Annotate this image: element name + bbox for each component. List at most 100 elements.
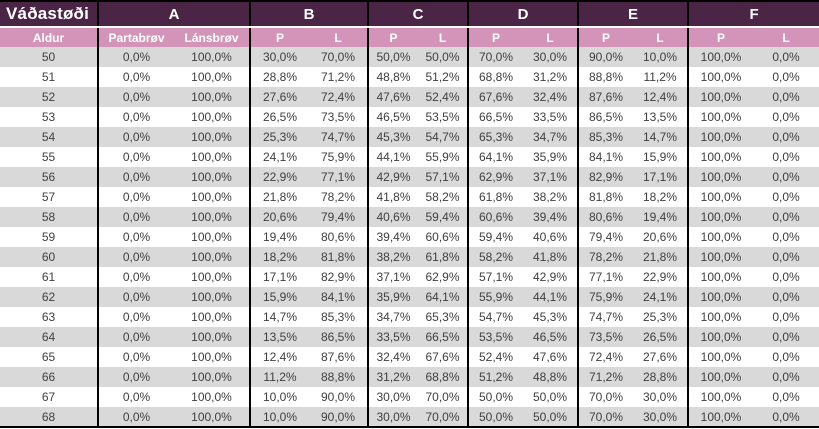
value-cell: 100,0% xyxy=(174,407,250,428)
value-cell: 59,4% xyxy=(418,207,468,227)
table-row: 67 0,0% 100,0% 10,0% 90,0% 30,0% 70,0% 50,0% 50,… xyxy=(0,387,819,407)
value-cell: 0,0% xyxy=(753,67,819,87)
value-cell: 47,6% xyxy=(523,347,578,367)
value-cell: 0,0% xyxy=(97,247,174,267)
group-header-a: A xyxy=(97,0,250,28)
value-cell: 38,2% xyxy=(367,247,418,267)
age-cell: 57 xyxy=(0,187,98,207)
value-cell: 70,0% xyxy=(577,387,633,407)
value-cell: 78,2% xyxy=(309,187,368,207)
value-cell: 0,0% xyxy=(753,187,819,207)
value-cell: 51,2% xyxy=(418,67,468,87)
value-cell: 0,0% xyxy=(753,107,819,127)
table-row: 57 0,0% 100,0% 21,8% 78,2% 41,8% 58,2% 61,8% 38,… xyxy=(0,187,819,207)
value-cell: 58,2% xyxy=(467,247,523,267)
value-cell: 82,9% xyxy=(577,167,633,187)
value-cell: 81,8% xyxy=(577,187,633,207)
value-cell: 0,0% xyxy=(97,367,174,387)
value-cell: 68,8% xyxy=(467,67,523,87)
value-cell: 35,9% xyxy=(523,147,578,167)
value-cell: 100,0% xyxy=(174,47,250,67)
table-row: 58 0,0% 100,0% 20,6% 79,4% 40,6% 59,4% 60,6% 39,… xyxy=(0,207,819,227)
table-row: 68 0,0% 100,0% 10,0% 90,0% 30,0% 70,0% 50,0% 50,… xyxy=(0,407,819,428)
value-cell: 80,6% xyxy=(577,207,633,227)
value-cell: 10,0% xyxy=(249,387,309,407)
value-cell: 26,5% xyxy=(633,327,689,347)
table-row: 54 0,0% 100,0% 25,3% 74,7% 45,3% 54,7% 65,3% 34,… xyxy=(0,127,819,147)
value-cell: 0,0% xyxy=(753,347,819,367)
value-cell: 100,0% xyxy=(687,387,754,407)
value-cell: 100,0% xyxy=(687,187,754,207)
value-cell: 100,0% xyxy=(687,327,754,347)
subcolumn-header: L xyxy=(753,27,819,47)
value-cell: 10,0% xyxy=(249,407,309,428)
value-cell: 82,9% xyxy=(309,267,368,287)
value-cell: 100,0% xyxy=(687,227,754,247)
value-cell: 0,0% xyxy=(97,167,174,187)
value-cell: 72,4% xyxy=(577,347,633,367)
age-cell: 62 xyxy=(0,287,98,307)
value-cell: 41,8% xyxy=(523,247,578,267)
value-cell: 15,9% xyxy=(249,287,309,307)
value-cell: 58,2% xyxy=(418,187,468,207)
value-cell: 41,8% xyxy=(367,187,418,207)
table-row: 61 0,0% 100,0% 17,1% 82,9% 37,1% 62,9% 57,1% 42,… xyxy=(0,267,819,287)
value-cell: 22,9% xyxy=(249,167,309,187)
value-cell: 15,9% xyxy=(633,147,689,167)
value-cell: 66,5% xyxy=(418,327,468,347)
group-header-d: D xyxy=(467,0,578,28)
subcolumn-header: P xyxy=(467,27,523,47)
value-cell: 27,6% xyxy=(633,347,689,367)
value-cell: 30,0% xyxy=(367,387,418,407)
age-cell: 67 xyxy=(0,387,98,407)
age-cell: 56 xyxy=(0,167,98,187)
value-cell: 0,0% xyxy=(753,207,819,227)
value-cell: 42,9% xyxy=(523,267,578,287)
value-cell: 70,0% xyxy=(467,47,523,67)
age-cell: 54 xyxy=(0,127,98,147)
value-cell: 21,8% xyxy=(249,187,309,207)
value-cell: 50,0% xyxy=(367,47,418,67)
value-cell: 0,0% xyxy=(97,67,174,87)
value-cell: 0,0% xyxy=(753,247,819,267)
age-cell: 66 xyxy=(0,367,98,387)
age-cell: 51 xyxy=(0,67,98,87)
value-cell: 30,0% xyxy=(633,407,689,428)
value-cell: 90,0% xyxy=(309,387,368,407)
value-cell: 13,5% xyxy=(249,327,309,347)
value-cell: 0,0% xyxy=(753,267,819,287)
value-cell: 0,0% xyxy=(97,87,174,107)
value-cell: 75,9% xyxy=(309,147,368,167)
value-cell: 0,0% xyxy=(97,347,174,367)
age-cell: 60 xyxy=(0,247,98,267)
value-cell: 12,4% xyxy=(633,87,689,107)
value-cell: 90,0% xyxy=(309,407,368,428)
subcolumn-header: L xyxy=(418,27,468,47)
value-cell: 34,7% xyxy=(367,307,418,327)
value-cell: 60,6% xyxy=(467,207,523,227)
table-row: 66 0,0% 100,0% 11,2% 88,8% 31,2% 68,8% 51,2% 48,… xyxy=(0,367,819,387)
value-cell: 38,2% xyxy=(523,187,578,207)
table-row: 64 0,0% 100,0% 13,5% 86,5% 33,5% 66,5% 53,5% 46,… xyxy=(0,327,819,347)
table-row: 53 0,0% 100,0% 26,5% 73,5% 46,5% 53,5% 66,5% 33,… xyxy=(0,107,819,127)
value-cell: 50,0% xyxy=(523,407,578,428)
value-cell: 100,0% xyxy=(174,87,250,107)
value-cell: 0,0% xyxy=(97,187,174,207)
value-cell: 50,0% xyxy=(467,407,523,428)
value-cell: 100,0% xyxy=(687,107,754,127)
subheader-row: Aldur Partabrøv Lánsbrøv P L P L P L P L P L xyxy=(0,27,819,47)
value-cell: 50,0% xyxy=(523,387,578,407)
value-cell: 0,0% xyxy=(97,47,174,67)
value-cell: 57,1% xyxy=(418,167,468,187)
age-cell: 68 xyxy=(0,407,98,428)
value-cell: 0,0% xyxy=(753,47,819,67)
value-cell: 52,4% xyxy=(467,347,523,367)
value-cell: 44,1% xyxy=(367,147,418,167)
value-cell: 17,1% xyxy=(633,167,689,187)
value-cell: 24,1% xyxy=(633,287,689,307)
value-cell: 17,1% xyxy=(249,267,309,287)
value-cell: 100,0% xyxy=(174,367,250,387)
value-cell: 100,0% xyxy=(687,147,754,167)
value-cell: 54,7% xyxy=(467,307,523,327)
value-cell: 84,1% xyxy=(309,287,368,307)
